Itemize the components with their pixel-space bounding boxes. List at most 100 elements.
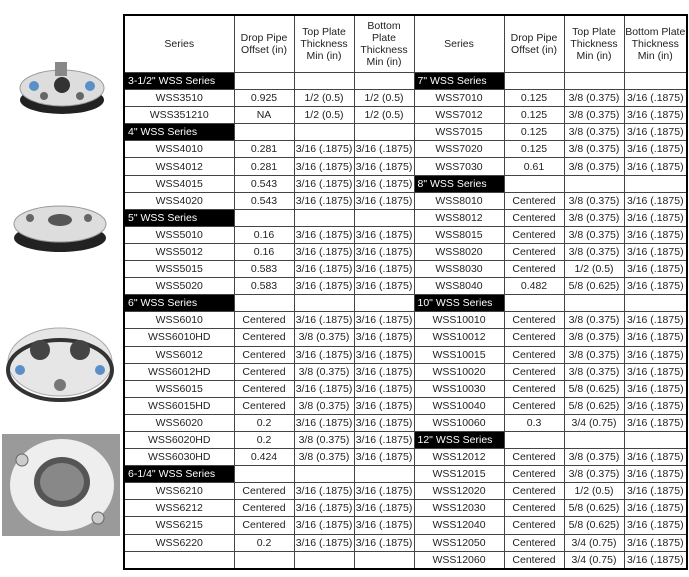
table-cell: 0.125 bbox=[503, 89, 565, 108]
table-cell: 3/16 (.1875) bbox=[293, 242, 355, 262]
table-cell: WSS8020 bbox=[413, 242, 505, 262]
table-cell: 0.543 bbox=[233, 191, 295, 210]
table-cell: WSS4010 bbox=[123, 140, 235, 159]
table-cell: 3/16 (.1875) bbox=[623, 311, 688, 330]
table-row: WSS4012 0.281 3/16 (.1875) 3/16 (.1875) WSS7… bbox=[123, 157, 688, 176]
table-cell: WSS351210 bbox=[123, 106, 235, 125]
empty-cell bbox=[293, 294, 355, 313]
table-cell: WSS6020 bbox=[123, 413, 235, 432]
table-cell: WSS6215 bbox=[123, 516, 235, 535]
table-cell: Centered bbox=[503, 550, 565, 570]
table-cell: WSS10020 bbox=[413, 362, 505, 381]
table-cell: WSS7015 bbox=[413, 123, 505, 142]
section-header: 10" WSS Series bbox=[413, 294, 505, 313]
table-cell: WSS12050 bbox=[413, 533, 505, 552]
empty-cell bbox=[503, 294, 565, 313]
table-cell: Centered bbox=[233, 311, 295, 330]
table-cell: WSS12060 bbox=[413, 550, 505, 570]
table-cell: WSS12012 bbox=[413, 448, 505, 467]
table-cell: 3/8 (0.375) bbox=[293, 328, 355, 347]
table-cell: 3/16 (.1875) bbox=[623, 413, 688, 432]
table-cell: 3/16 (.1875) bbox=[293, 379, 355, 398]
empty-cell bbox=[623, 174, 688, 193]
table-cell: 3/8 (0.375) bbox=[563, 465, 625, 484]
table-cell: 0.925 bbox=[233, 89, 295, 108]
table-cell: 0.3 bbox=[503, 413, 565, 432]
table-cell: 5/8 (0.625) bbox=[563, 499, 625, 518]
empty-cell bbox=[503, 430, 565, 450]
table-cell: 3/16 (.1875) bbox=[623, 465, 688, 484]
table-cell: Centered bbox=[503, 208, 565, 227]
section-header: 7" WSS Series bbox=[413, 71, 505, 91]
table-row: WSS6010HD Centered 3/8 (0.375) 3/16 (.1875)… bbox=[123, 328, 688, 347]
table-cell: 3/16 (.1875) bbox=[293, 157, 355, 176]
section-header: 3-1/2" WSS Series bbox=[123, 71, 235, 91]
table-cell: 3/8 (0.375) bbox=[563, 140, 625, 159]
table-cell: 3/16 (.1875) bbox=[623, 208, 688, 227]
table-cell: WSS10015 bbox=[413, 345, 505, 364]
empty-cell bbox=[503, 174, 565, 193]
table-cell: WSS5020 bbox=[123, 277, 235, 296]
table-cell: WSS4020 bbox=[123, 191, 235, 210]
section-header: 12" WSS Series bbox=[413, 430, 505, 450]
table-cell: 3/16 (.1875) bbox=[353, 277, 415, 296]
table-cell: WSS10012 bbox=[413, 328, 505, 347]
table-cell: 3/8 (0.375) bbox=[293, 448, 355, 467]
table-cell: 3/16 (.1875) bbox=[293, 482, 355, 501]
table-row: WSS6015 Centered 3/16 (.1875) 3/16 (.1875) W… bbox=[123, 379, 688, 398]
table-cell: 3/16 (.1875) bbox=[353, 242, 415, 262]
table-cell: 3/16 (.1875) bbox=[623, 516, 688, 535]
column-header: Bottom Plate Thickness Min (in) bbox=[353, 14, 415, 73]
table-cell: 3/16 (.1875) bbox=[293, 191, 355, 210]
photo-closeup bbox=[2, 434, 120, 536]
table-cell: 3/8 (0.375) bbox=[293, 430, 355, 450]
table-cell: WSS10030 bbox=[413, 379, 505, 398]
table-cell: 3/16 (.1875) bbox=[293, 413, 355, 432]
table-cell: 5/8 (0.625) bbox=[563, 396, 625, 415]
table-cell: WSS6030HD bbox=[123, 448, 235, 467]
empty-cell bbox=[353, 71, 415, 91]
section-header: 6-1/4" WSS Series bbox=[123, 465, 235, 484]
table-cell: 3/8 (0.375) bbox=[563, 225, 625, 244]
table-row: 6" WSS Series 10" WSS Series bbox=[123, 294, 688, 313]
column-header: Top Plate Thickness Min (in) bbox=[293, 14, 355, 73]
table-row: WSS6012HD Centered 3/8 (0.375) 3/16 (.1875)… bbox=[123, 362, 688, 381]
table-cell: 3/16 (.1875) bbox=[293, 260, 355, 279]
table-cell: WSS12040 bbox=[413, 516, 505, 535]
empty-cell bbox=[233, 550, 295, 570]
photo-6in bbox=[6, 327, 114, 402]
section-header: 8" WSS Series bbox=[413, 174, 505, 193]
table-cell: 3/16 (.1875) bbox=[293, 225, 355, 244]
empty-cell bbox=[623, 430, 688, 450]
table-cell: WSS7020 bbox=[413, 140, 505, 159]
table-cell: 3/16 (.1875) bbox=[623, 123, 688, 142]
table-row: WSS5015 0.583 3/16 (.1875) 3/16 (.1875) WSS8… bbox=[123, 260, 688, 279]
product-photos bbox=[2, 62, 120, 536]
table-cell: Centered bbox=[233, 328, 295, 347]
table-cell: WSS5012 bbox=[123, 242, 235, 262]
table-cell: 1/2 (0.5) bbox=[353, 89, 415, 108]
table-cell: 3/16 (.1875) bbox=[353, 396, 415, 415]
table-cell: WSS8015 bbox=[413, 225, 505, 244]
empty-cell bbox=[293, 71, 355, 91]
table-cell: 3/16 (.1875) bbox=[623, 89, 688, 108]
table-cell: 3/16 (.1875) bbox=[353, 499, 415, 518]
table-cell: 3/16 (.1875) bbox=[623, 482, 688, 501]
table-cell: WSS12015 bbox=[413, 465, 505, 484]
column-header: Drop Pipe Offset (in) bbox=[233, 14, 295, 73]
table-cell: WSS12020 bbox=[413, 482, 505, 501]
table-cell: 3/16 (.1875) bbox=[353, 311, 415, 330]
table-cell: 0.281 bbox=[233, 157, 295, 176]
table-cell: 3/16 (.1875) bbox=[293, 140, 355, 159]
spec-table: Series Drop Pipe Offset (in) Top Plate Thi… bbox=[123, 14, 688, 570]
table-cell: WSS7030 bbox=[413, 157, 505, 176]
table-row: WSS6020HD 0.2 3/8 (0.375) 3/16 (.1875) 12" W… bbox=[123, 430, 688, 450]
photo-5in bbox=[13, 205, 107, 252]
table-row: 5" WSS Series WSS8012 Centered 3/8 (0.375) 3… bbox=[123, 208, 688, 227]
table-cell: WSS6212 bbox=[123, 499, 235, 518]
empty-cell bbox=[293, 208, 355, 227]
table-row: 3-1/2" WSS Series 7" WSS Series bbox=[123, 71, 688, 91]
empty-cell bbox=[563, 174, 625, 193]
table-cell: Centered bbox=[503, 311, 565, 330]
table-cell: 3/16 (.1875) bbox=[293, 499, 355, 518]
